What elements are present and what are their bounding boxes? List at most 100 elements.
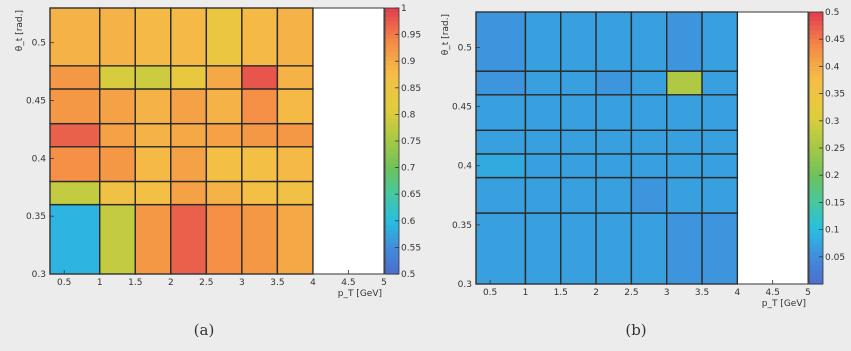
colorbar-segment [809, 34, 823, 40]
colorbar-segment [385, 251, 399, 257]
x-tick-label: 3.5 [695, 288, 709, 298]
colorbar-tick-label: 0.05 [825, 253, 845, 263]
colorbar-segment [809, 75, 823, 81]
colorbar-tick-label: 0.3 [825, 117, 839, 127]
colorbar-segment [385, 92, 399, 98]
colorbar-tick-label: 0.5 [401, 270, 415, 280]
colorbar-segment [385, 163, 399, 169]
heatmap-cell [134, 203, 172, 275]
colorbar-segment [385, 265, 399, 271]
x-tick-label: 3.5 [270, 278, 284, 288]
heatmap-panel-b: 0.5 1 1.5 2 2.5 3 3.5 4 4.5 5 0.3 0.35 0.4 0.45 0.5 p_T… [441, 8, 845, 339]
heatmap-cell [524, 176, 562, 214]
heatmap-cell [595, 212, 633, 285]
colorbar-segment [809, 93, 823, 99]
colorbar-tick-label: 0.65 [401, 190, 421, 200]
colorbar-segment [385, 12, 399, 18]
heatmap-cell [99, 88, 136, 125]
heatmap-cell [134, 180, 172, 206]
y-tick-label: 0.3 [458, 280, 472, 290]
x-tick-label: 2 [168, 278, 174, 288]
colorbar-segment [385, 242, 399, 248]
colorbar-segment [385, 132, 399, 138]
heatmap-cell [205, 146, 243, 183]
colorbar-segment [809, 134, 823, 140]
heatmap-cell [595, 153, 633, 179]
y-tick-label: 0.5 [458, 43, 472, 53]
heatmap-cell [205, 88, 243, 125]
heatmap-cell [276, 146, 314, 183]
colorbar-segment [385, 39, 399, 45]
y-axis-label: θ_t [rad.] [15, 10, 25, 51]
colorbar-segment [385, 56, 399, 62]
heatmap-cell [595, 176, 633, 214]
colorbar-tick-label: 1 [401, 4, 407, 14]
colorbar-segment [809, 152, 823, 158]
colorbar-segment [385, 247, 399, 253]
colorbar-tick-label: 0.15 [825, 198, 845, 208]
colorbar-tick-label: 0.35 [825, 90, 845, 100]
colorbar-segment [809, 30, 823, 36]
heatmap-cell [49, 65, 101, 90]
colorbar-segment [809, 107, 823, 113]
colorbar-segment [385, 203, 399, 209]
colorbar-segment [385, 260, 399, 266]
heatmap-cell [560, 176, 597, 214]
colorbar-segment [385, 172, 399, 178]
colorbar-segment [385, 225, 399, 231]
colorbar-segment [385, 269, 399, 275]
x-tick-label: 1.5 [128, 278, 142, 288]
heatmap-cell [524, 11, 562, 72]
x-tick-label: 2 [593, 288, 599, 298]
colorbar-segment [385, 141, 399, 147]
x-tick-label: 4.5 [341, 278, 355, 288]
heatmap-cell [99, 180, 136, 206]
colorbar-segment [809, 274, 823, 281]
colorbar-segment [809, 193, 823, 199]
x-tick-label: 5 [381, 278, 387, 288]
colorbar-segment [809, 120, 823, 126]
heatmap-cell [630, 212, 668, 285]
colorbar-segment [809, 197, 823, 203]
heatmap-cell [701, 70, 739, 96]
heatmap-cell [205, 203, 243, 275]
heatmap-cell [560, 129, 597, 155]
colorbar-segment [385, 16, 399, 22]
x-tick-label: 4.5 [766, 288, 780, 298]
colorbar-segment [809, 238, 823, 244]
heatmap-cell [701, 11, 739, 72]
heatmap-cell [134, 146, 172, 183]
heatmap-cell [524, 212, 562, 285]
heatmap-cell [595, 94, 633, 131]
colorbar-segment [385, 78, 399, 84]
colorbar-segment [809, 206, 823, 213]
colorbar-segment [385, 109, 399, 115]
colorbar-tick-label: 0.85 [401, 84, 421, 94]
colorbar-segment [385, 154, 399, 160]
heatmap-cell [170, 7, 208, 67]
heatmap-cell [276, 122, 314, 148]
heatmap-cell [560, 11, 597, 72]
x-tick-label: 5 [805, 288, 811, 298]
heatmap-cell [205, 65, 243, 90]
x-tick-label: 1 [523, 288, 529, 298]
heatmap-cell [134, 7, 172, 67]
y-tick-label: 0.45 [26, 97, 46, 107]
colorbar-segment [809, 43, 823, 49]
colorbar-segment [809, 102, 823, 108]
heatmap-cell [170, 65, 208, 90]
colorbar-tick-label: 0.7 [401, 164, 415, 174]
heatmap-cell [475, 153, 527, 179]
heatmap-cell [475, 176, 527, 214]
colorbar-tick-label: 0.1 [825, 226, 839, 236]
colorbar-segment [809, 66, 823, 72]
colorbar-segment [809, 279, 823, 285]
heatmap-cell [630, 70, 668, 96]
colorbar-segment [809, 247, 823, 253]
heatmap-cell [560, 70, 597, 96]
colorbar-segment [809, 229, 823, 235]
x-tick-label: 3 [664, 288, 670, 298]
colorbar-tick-label: 0.55 [401, 243, 421, 253]
heatmap-cell [560, 212, 597, 285]
y-tick-label: 0.35 [26, 212, 46, 222]
